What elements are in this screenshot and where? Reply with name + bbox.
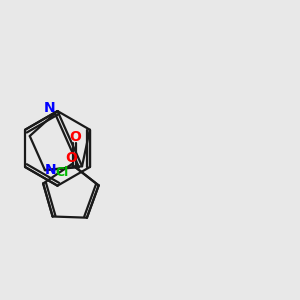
Text: Cl: Cl [55, 166, 68, 179]
Text: O: O [69, 130, 81, 144]
Text: N: N [44, 101, 56, 115]
Text: N: N [45, 163, 57, 177]
Text: O: O [66, 152, 78, 165]
